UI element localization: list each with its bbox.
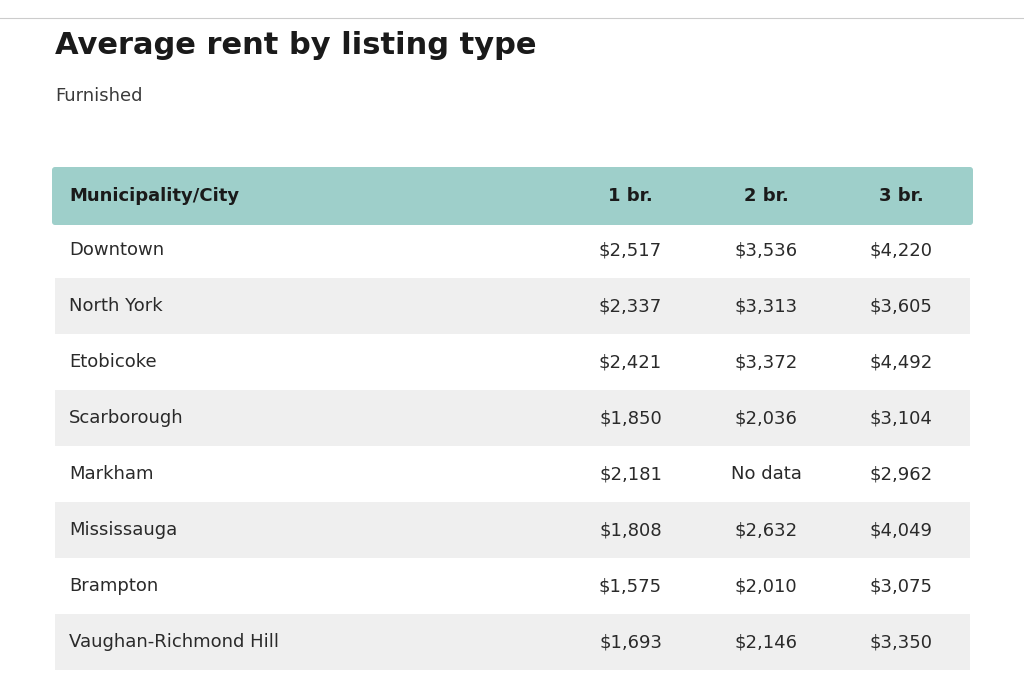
Text: $2,146: $2,146 xyxy=(734,633,798,651)
Text: Etobicoke: Etobicoke xyxy=(69,353,157,371)
Text: $3,075: $3,075 xyxy=(869,577,933,595)
FancyBboxPatch shape xyxy=(52,167,973,225)
Text: Municipality/City: Municipality/City xyxy=(69,187,240,205)
Text: $3,104: $3,104 xyxy=(870,409,933,427)
Text: Mississauga: Mississauga xyxy=(69,521,177,539)
Text: $2,632: $2,632 xyxy=(734,521,798,539)
Text: $1,575: $1,575 xyxy=(599,577,663,595)
Bar xyxy=(55,334,970,390)
Text: North York: North York xyxy=(69,297,163,315)
Text: 1 br.: 1 br. xyxy=(608,187,653,205)
Bar xyxy=(55,558,970,614)
Text: No data: No data xyxy=(730,465,802,483)
Text: $2,010: $2,010 xyxy=(734,577,798,595)
Text: $2,036: $2,036 xyxy=(734,409,798,427)
Text: $4,220: $4,220 xyxy=(869,241,933,259)
Text: $1,850: $1,850 xyxy=(599,409,662,427)
Text: $2,337: $2,337 xyxy=(599,297,663,315)
Text: Downtown: Downtown xyxy=(69,241,164,259)
Text: $2,421: $2,421 xyxy=(599,353,663,371)
Text: $1,693: $1,693 xyxy=(599,633,663,651)
Bar xyxy=(55,222,970,278)
Text: Vaughan-Richmond Hill: Vaughan-Richmond Hill xyxy=(69,633,279,651)
Text: $3,536: $3,536 xyxy=(734,241,798,259)
Text: $2,181: $2,181 xyxy=(599,465,662,483)
Bar xyxy=(55,390,970,446)
Text: 2 br.: 2 br. xyxy=(743,187,788,205)
Text: $3,313: $3,313 xyxy=(734,297,798,315)
Text: Scarborough: Scarborough xyxy=(69,409,183,427)
Bar xyxy=(55,446,970,502)
Text: $4,049: $4,049 xyxy=(869,521,933,539)
Text: Markham: Markham xyxy=(69,465,154,483)
Bar xyxy=(55,502,970,558)
Text: $3,372: $3,372 xyxy=(734,353,798,371)
Text: 3 br.: 3 br. xyxy=(879,187,924,205)
Text: Average rent by listing type: Average rent by listing type xyxy=(55,31,537,60)
Text: $2,517: $2,517 xyxy=(599,241,663,259)
Text: $2,962: $2,962 xyxy=(869,465,933,483)
Text: Brampton: Brampton xyxy=(69,577,159,595)
Text: $3,350: $3,350 xyxy=(869,633,933,651)
Bar xyxy=(55,614,970,670)
Text: $3,605: $3,605 xyxy=(870,297,933,315)
Text: Furnished: Furnished xyxy=(55,87,142,105)
Bar xyxy=(55,278,970,334)
Text: $1,808: $1,808 xyxy=(599,521,662,539)
Text: $4,492: $4,492 xyxy=(869,353,933,371)
